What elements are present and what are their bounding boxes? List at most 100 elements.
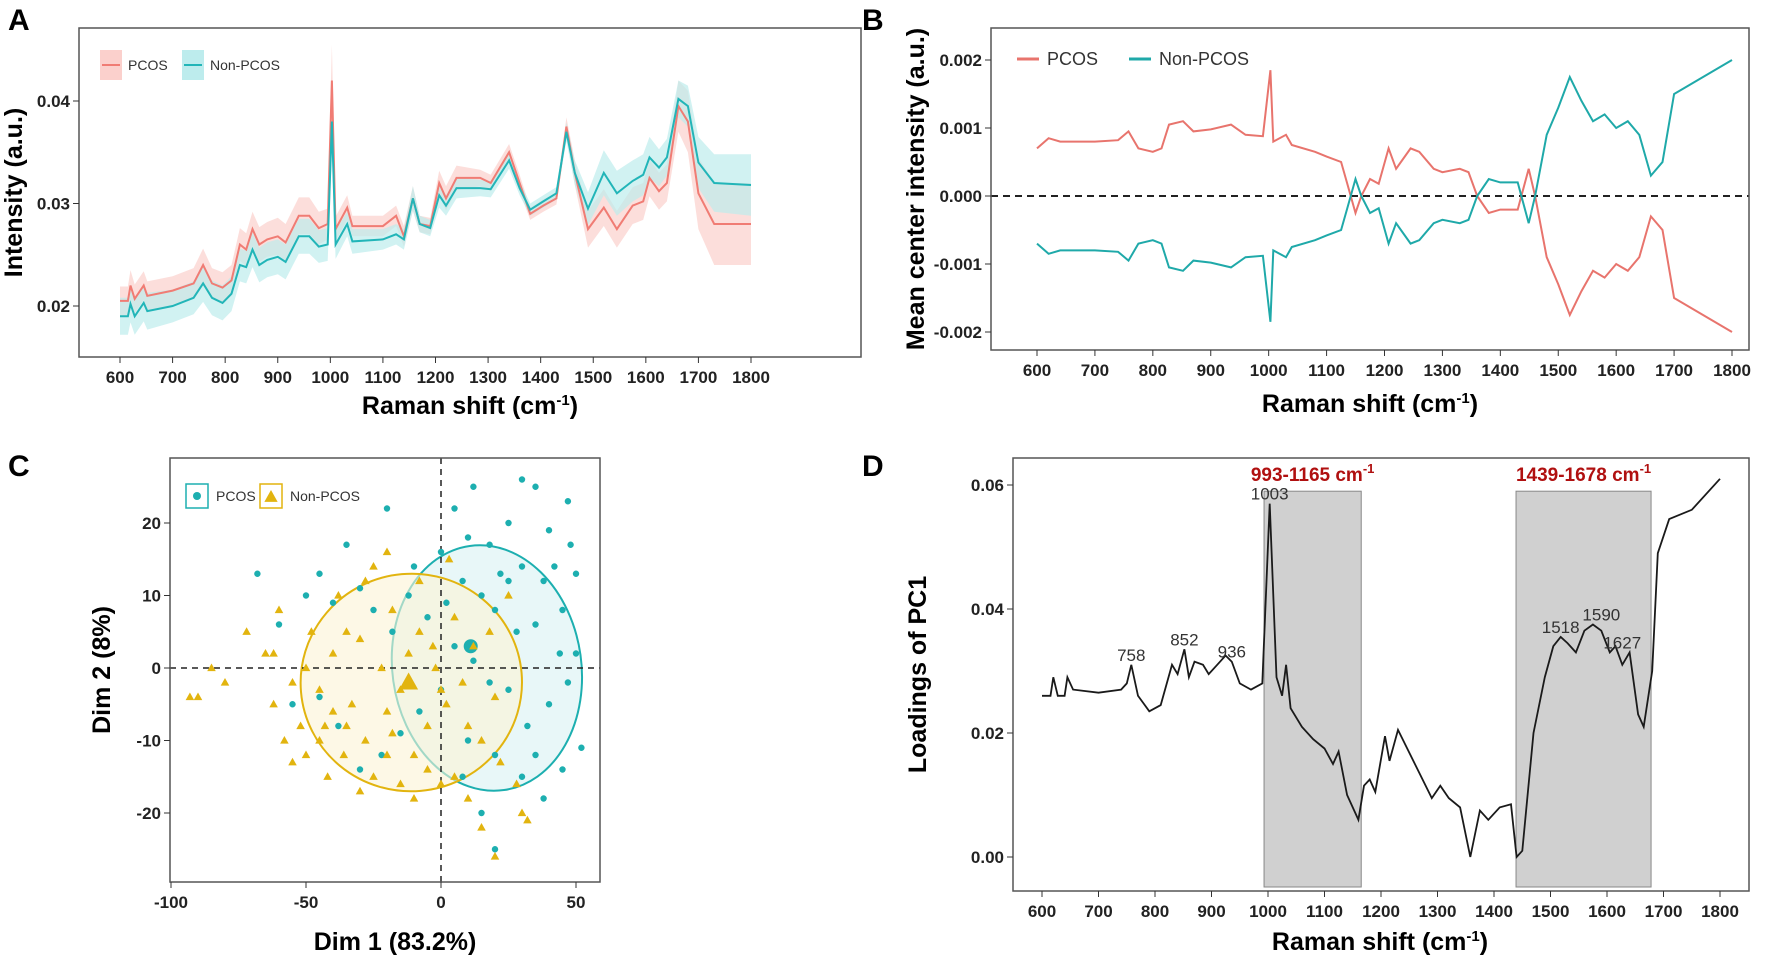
- plot-border: [990, 27, 1750, 351]
- non-pcos-point: [315, 736, 324, 744]
- pcos-point: [532, 751, 539, 759]
- pcos-point: [316, 570, 323, 577]
- y-tick-label: 0.02: [37, 297, 70, 316]
- pcos-point: [464, 534, 472, 541]
- non-pcos-point: [512, 779, 521, 788]
- y-axis-title: Dim 2 (8%): [88, 606, 116, 734]
- pcos-point: [505, 577, 512, 585]
- legend-label: Non-PCOS: [1159, 49, 1249, 69]
- y-tick-label: 10: [142, 587, 161, 606]
- x-tick-label: 1800: [1701, 902, 1739, 921]
- pcos-point: [478, 809, 485, 817]
- x-tick-label: 600: [106, 368, 134, 387]
- x-tick-label: 600: [1028, 902, 1056, 921]
- pcos-point: [491, 606, 499, 614]
- pcos-point: [410, 563, 418, 570]
- x-tick-label: 1200: [1366, 361, 1404, 380]
- x-tick-label: 1800: [732, 368, 770, 387]
- pcos-point: [405, 592, 412, 599]
- mean-line-pcos: [120, 80, 751, 302]
- x-tick-label: 800: [1139, 361, 1167, 380]
- x-tick-label: 1400: [1475, 902, 1513, 921]
- peak-label: 936: [1218, 643, 1246, 662]
- legend-label: Non-PCOS: [210, 57, 280, 73]
- non-pcos-point: [315, 685, 324, 693]
- y-tick-label: -0.002: [934, 323, 982, 342]
- panel-label-d: D: [862, 450, 884, 483]
- non-pcos-point: [369, 562, 378, 570]
- x-tick-label: 1200: [1362, 902, 1400, 921]
- x-tick-label: 1800: [1713, 361, 1751, 380]
- non-pcos-point: [523, 815, 532, 824]
- pcos-point: [302, 592, 310, 599]
- legend: PCOS Non-PCOS: [100, 50, 280, 80]
- non-pcos-point: [382, 547, 392, 556]
- non-pcos-point: [328, 649, 338, 657]
- peak-label: 1627: [1603, 633, 1641, 652]
- non-pcos-point: [517, 808, 527, 817]
- triangle-icon: [264, 490, 278, 502]
- non-pcos-point: [423, 765, 432, 773]
- pcos-point: [451, 505, 458, 512]
- legend: PCOS Non-PCOS: [185, 483, 360, 509]
- y-tick-label: -20: [136, 804, 161, 823]
- y-axis-title: Intensity (a.u.): [0, 108, 28, 277]
- x-tick-label: 1300: [1424, 361, 1462, 380]
- region-label: 993-1165 cm-1: [1251, 461, 1375, 486]
- pcos-point: [443, 599, 450, 606]
- non-pcos-point: [328, 707, 338, 715]
- peak-label: 1518: [1542, 618, 1580, 637]
- non-pcos-point: [207, 663, 216, 672]
- region-label-superscript: -1: [1363, 461, 1375, 476]
- x-tick-label: 900: [1197, 902, 1225, 921]
- x-tick-label: 1100: [1308, 361, 1345, 380]
- non-pcos-point: [382, 707, 392, 715]
- pcos-point: [437, 548, 445, 556]
- non-pcos-point: [404, 649, 413, 657]
- non-pcos-point: [269, 699, 278, 708]
- non-pcos-point: [477, 823, 486, 831]
- x-tick-label: 800: [1141, 902, 1169, 921]
- pcos-point: [459, 577, 466, 585]
- non-pcos-point: [415, 627, 424, 635]
- x-axis-title-text: Raman shift (cm: [362, 392, 556, 420]
- non-pcos-point: [242, 627, 251, 635]
- x-axis-title-superscript: -1: [1456, 390, 1469, 407]
- x-axis-title-end: ): [1480, 928, 1488, 956]
- x-axis-title-text: Raman shift (cm: [1262, 390, 1456, 418]
- pcos-point: [254, 570, 261, 577]
- non-pcos-point: [428, 641, 438, 650]
- non-pcos-point: [355, 786, 365, 795]
- legend-label: Non-PCOS: [290, 488, 360, 504]
- non-pcos-point: [369, 772, 378, 780]
- peak-label: 852: [1170, 630, 1198, 649]
- x-tick-label: 1500: [1539, 361, 1577, 380]
- non-pcos-point: [307, 627, 316, 635]
- non-pcos-point: [288, 678, 297, 686]
- non-pcos-point: [450, 772, 459, 780]
- x-tick-label: 600: [1023, 361, 1051, 380]
- legend-label: PCOS: [1047, 49, 1098, 69]
- pcos-point: [478, 592, 485, 599]
- non-pcos-point: [496, 757, 505, 766]
- line-non-pcos: [1036, 59, 1733, 322]
- loadings-line: [1042, 478, 1721, 860]
- y-tick-label: 0.03: [37, 195, 70, 214]
- non-pcos-point: [463, 794, 473, 802]
- region-label-superscript: -1: [1640, 461, 1652, 476]
- pcos-point: [470, 657, 477, 664]
- x-tick-label: 900: [264, 368, 292, 387]
- pcos-point: [383, 505, 391, 512]
- non-pcos-point: [444, 554, 454, 563]
- x-axis-title-superscript: -1: [1466, 928, 1479, 945]
- non-pcos-point: [463, 721, 473, 730]
- non-pcos-point: [396, 779, 405, 788]
- pcos-point: [518, 476, 526, 483]
- pcos-point: [491, 846, 499, 853]
- x-tick-label: 1000: [1250, 361, 1288, 380]
- non-pcos-point: [274, 605, 284, 614]
- non-pcos-point: [334, 591, 343, 599]
- pcos-point: [370, 606, 377, 614]
- non-pcos-point: [388, 605, 397, 614]
